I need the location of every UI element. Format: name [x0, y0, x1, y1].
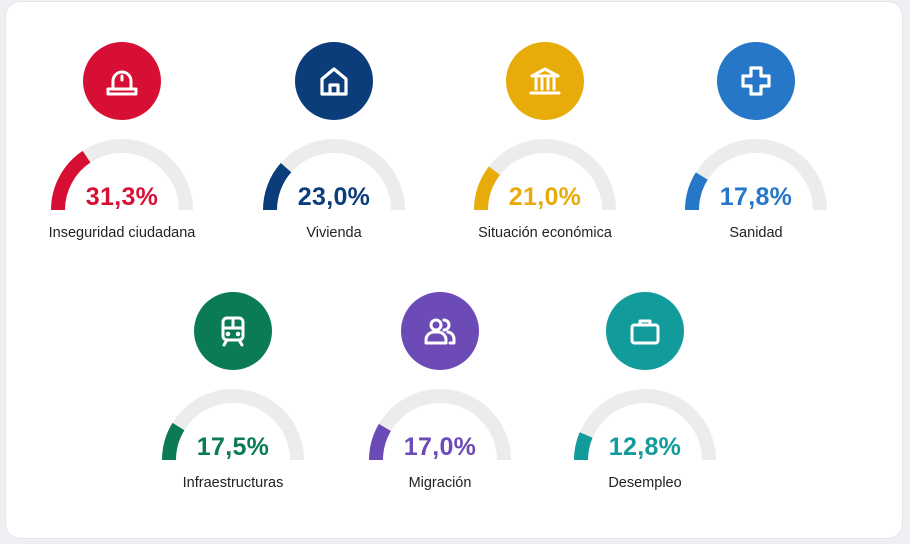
gauge-value-arc — [474, 166, 501, 211]
gauge-category-label: Infraestructuras — [182, 475, 284, 491]
icon-circle — [717, 42, 795, 120]
gauge-category-label: Inseguridad ciudadana — [48, 225, 196, 241]
gauge-category-label: Vivienda — [306, 225, 362, 241]
gauge-value-arc — [369, 423, 392, 461]
gauge-value-label: 21,0% — [508, 183, 582, 211]
gauge-item-vivienda: 23,0% Vivienda — [234, 42, 434, 272]
chart-card: 31,3% Inseguridad ciudadana 23,0% Vivien… — [6, 2, 902, 538]
gauge-value-label: 12,8% — [608, 433, 682, 461]
gauge — [369, 389, 511, 461]
gauge-value-arc — [685, 172, 708, 211]
gauge-item-migracion: 17,0% Migración — [340, 292, 540, 522]
siren-icon — [106, 70, 138, 96]
gauge — [51, 139, 193, 211]
gauge-value-label: 17,8% — [719, 183, 793, 211]
icon-circle — [506, 42, 584, 120]
gauge-category-label: Migración — [408, 475, 472, 491]
gauge-track — [574, 389, 716, 461]
icon-circle — [606, 292, 684, 370]
gauge-value-arc — [162, 422, 185, 461]
gauge — [162, 389, 304, 461]
gauge-category-label: Situación económica — [478, 225, 612, 241]
gauge-value-label: 23,0% — [297, 183, 371, 211]
gauge-value-arc — [51, 150, 91, 211]
gauge-value-label: 17,5% — [196, 433, 270, 461]
icon-circle — [194, 292, 272, 370]
icon-circle — [401, 292, 479, 370]
train-icon — [221, 316, 245, 347]
gauge — [474, 139, 616, 211]
house-icon — [320, 67, 348, 96]
briefcase-icon — [630, 319, 660, 345]
gauge — [263, 139, 405, 211]
gauge-item-sanidad: 17,8% Sanidad — [656, 42, 856, 272]
icon-circle — [295, 42, 373, 120]
icon-circle — [83, 42, 161, 120]
gauge-category-label: Desempleo — [608, 475, 682, 491]
medical-cross-icon — [741, 66, 771, 96]
gauge-value-arc — [574, 432, 593, 461]
gauge-item-situacion-economica: 21,0% Situación económica — [445, 42, 645, 272]
gauge-item-desempleo: 12,8% Desempleo — [545, 292, 745, 522]
gauge-item-inseguridad: 31,3% Inseguridad ciudadana — [22, 42, 222, 272]
gauge-value-label: 17,0% — [403, 433, 477, 461]
gauge-category-label: Sanidad — [729, 225, 783, 241]
gauge — [685, 139, 827, 211]
people-icon — [424, 318, 456, 345]
bank-icon — [529, 67, 561, 95]
gauge-value-arc — [263, 163, 292, 211]
gauge-value-label: 31,3% — [85, 183, 159, 211]
gauge-item-infraestructuras: 17,5% Infraestructuras — [133, 292, 333, 522]
gauge — [574, 389, 716, 461]
